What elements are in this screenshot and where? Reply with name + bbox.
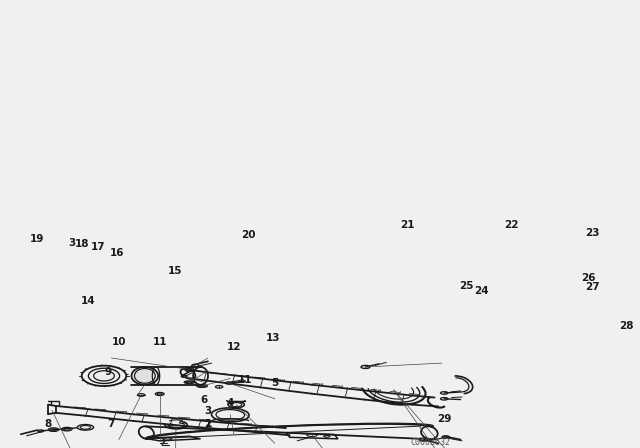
Text: 3: 3 [204,406,212,416]
Ellipse shape [134,368,156,383]
Text: 29: 29 [437,414,451,424]
Text: 14: 14 [81,297,95,306]
Text: 24: 24 [474,286,489,296]
Text: 22: 22 [504,220,518,230]
Text: 21: 21 [400,220,414,230]
Text: 2: 2 [204,419,212,429]
Text: 9: 9 [104,366,111,376]
Text: 7: 7 [108,419,115,429]
Text: 8: 8 [45,419,52,429]
Text: 27: 27 [585,282,600,293]
Text: 17: 17 [91,241,106,252]
Text: 11: 11 [238,375,252,385]
Text: 18: 18 [74,239,89,249]
Text: 4: 4 [227,398,234,409]
Text: C0003632: C0003632 [411,439,451,448]
Text: 16: 16 [110,248,125,258]
Text: 5: 5 [271,378,278,388]
Text: 26: 26 [581,273,596,284]
Text: 12: 12 [227,342,241,352]
Text: 11: 11 [152,337,167,347]
Text: 23: 23 [585,228,599,237]
Text: 15: 15 [167,266,182,276]
Text: 28: 28 [619,321,634,331]
Text: 19: 19 [30,234,44,244]
Text: 25: 25 [460,281,474,291]
Text: 3: 3 [68,238,76,248]
Text: 20: 20 [242,230,256,240]
Text: 1: 1 [204,419,212,429]
Text: 6: 6 [201,395,208,405]
Text: 10: 10 [111,337,126,347]
Text: 13: 13 [266,333,280,343]
